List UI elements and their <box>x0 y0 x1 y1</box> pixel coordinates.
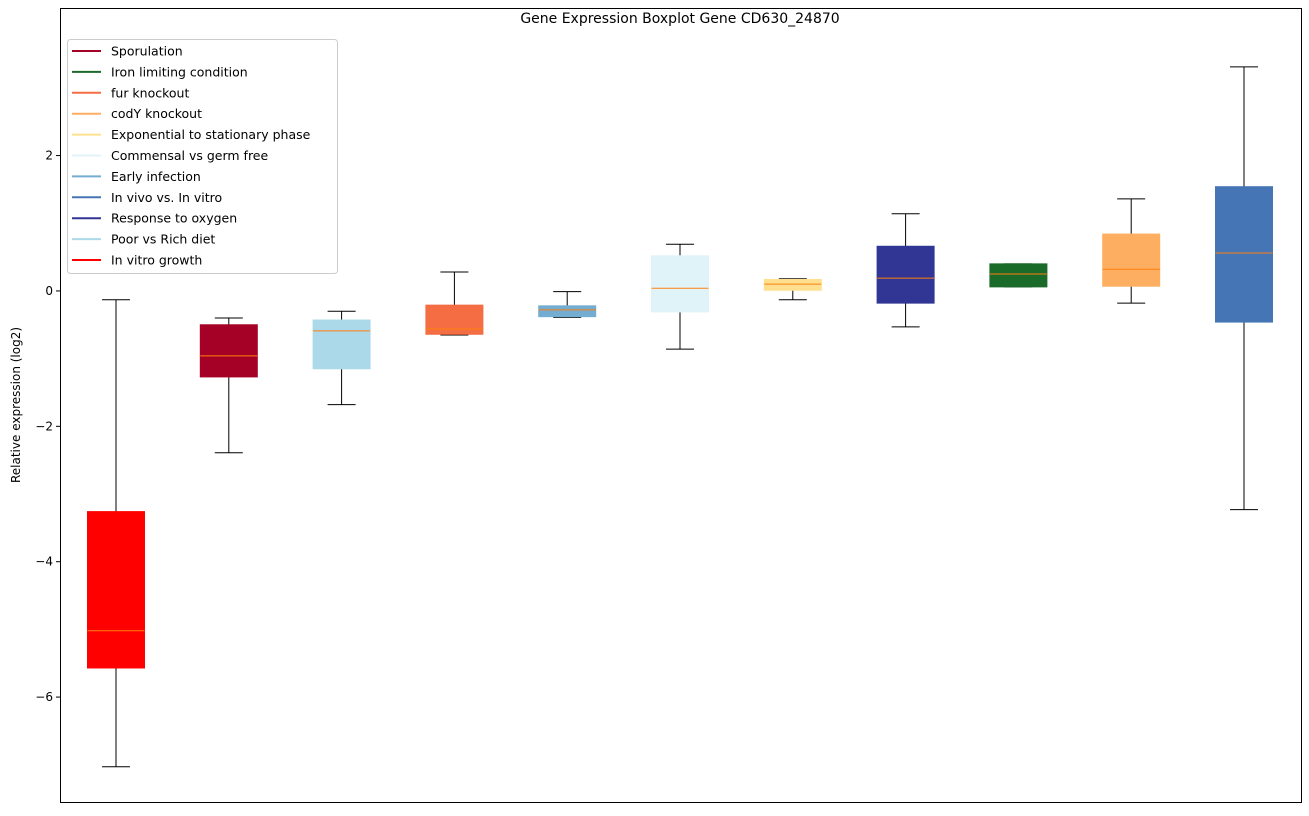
legend: Sporulation Iron limiting condition fur kn… <box>67 39 338 274</box>
plot-frame <box>60 8 1302 803</box>
box-response-to-oxygen <box>876 213 935 328</box>
box-body <box>538 305 597 318</box>
legend-frame <box>67 39 338 274</box>
legend-label: codY knockout <box>111 106 202 121</box>
legend-item: Poor vs Rich diet <box>72 232 215 247</box>
legend-label: In vivo vs. In vitro <box>111 190 222 205</box>
legend-label: Early infection <box>111 169 201 184</box>
box-body <box>1215 186 1273 323</box>
y-tick-label: −6 <box>35 690 53 704</box>
box-fur-knockout <box>425 271 484 336</box>
box-body <box>876 245 935 304</box>
legend-label: In vitro growth <box>111 253 202 268</box>
box-sporulation <box>199 317 258 454</box>
y-tick-label: 2 <box>45 149 53 163</box>
box-iron-limiting-condition <box>989 263 1048 288</box>
legend-item: Commensal vs germ free <box>72 148 268 163</box>
legend-item: fur knockout <box>72 85 189 100</box>
legend-item: Sporulation <box>72 44 183 59</box>
y-axis-label: Relative expression (log2) <box>9 327 23 483</box>
box-in-vivo-vs-in-vitro <box>1215 66 1273 511</box>
box-exponential-to-stationary-phase <box>763 278 822 301</box>
legend-label: Sporulation <box>111 44 183 59</box>
box-body <box>87 511 145 669</box>
box-body <box>989 263 1048 288</box>
y-tick-label: −2 <box>35 419 53 433</box>
box-body <box>1102 233 1161 287</box>
legend-item: Response to oxygen <box>72 211 237 226</box>
legend-label: Commensal vs germ free <box>111 148 268 163</box>
box-early-infection <box>538 291 597 318</box>
legend-item: In vivo vs. In vitro <box>72 190 222 205</box>
box-body <box>651 255 709 313</box>
box-body <box>312 319 371 370</box>
box-poor-vs-rich-diet <box>312 310 371 406</box>
legend-item: Iron limiting condition <box>72 64 248 79</box>
box-in-vitro-growth <box>87 299 145 768</box>
box-commensal-vs-germ-free <box>651 243 709 350</box>
legend-item: In vitro growth <box>72 253 202 268</box>
legend-label: Iron limiting condition <box>111 64 248 79</box>
legend-label: Exponential to stationary phase <box>111 127 311 142</box>
chart-title: Gene Expression Boxplot Gene CD630_24870 <box>520 11 839 27</box>
y-tick-label: 0 <box>45 284 53 298</box>
legend-label: fur knockout <box>111 85 189 100</box>
legend-item: Exponential to stationary phase <box>72 127 311 142</box>
legend-item: codY knockout <box>72 106 202 121</box>
legend-label: Response to oxygen <box>111 211 237 226</box>
y-tick-label: −4 <box>35 555 53 569</box>
box-body <box>425 304 484 335</box>
box-cody-knockout <box>1102 198 1161 304</box>
legend-label: Poor vs Rich diet <box>111 232 215 247</box>
legend-item: Early infection <box>72 169 201 184</box>
box-body <box>199 324 258 378</box>
box-body <box>763 278 822 291</box>
